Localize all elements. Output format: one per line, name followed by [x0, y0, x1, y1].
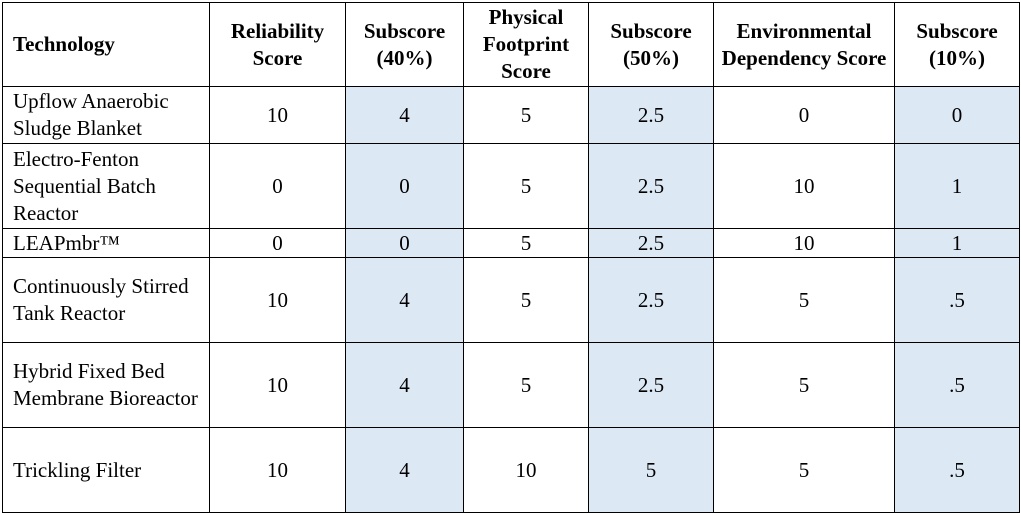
technology-cell: Hybrid Fixed Bed Membrane Bioreactor	[2, 342, 210, 428]
subscore-10-cell: 0	[894, 86, 1020, 144]
footprint-score-cell: 5	[463, 143, 589, 229]
technology-cell: Upflow Anaerobic Sludge Blanket	[2, 86, 210, 144]
header-subscore-50: Subscore (50%)	[588, 2, 714, 87]
reliability-score-cell: 10	[209, 86, 346, 144]
reliability-score-cell: 10	[209, 427, 346, 513]
header-subscore-10: Subscore (10%)	[894, 2, 1020, 87]
environmental-score-cell: 10	[713, 228, 895, 258]
header-reliability-score: Reliability Score	[209, 2, 346, 87]
table-row: LEAPmbr™ 0 0 5 2.5 10 1	[2, 228, 1020, 258]
environmental-score-cell: 5	[713, 427, 895, 513]
subscore-10-cell: 1	[894, 143, 1020, 229]
subscore-40-cell: 0	[345, 228, 464, 258]
technology-cell: Continuously Stirred Tank Reactor	[2, 257, 210, 343]
header-subscore-40: Subscore (40%)	[345, 2, 464, 87]
subscore-40-cell: 4	[345, 342, 464, 428]
table-row: Upflow Anaerobic Sludge Blanket 10 4 5 2…	[2, 86, 1020, 144]
technology-cell: Trickling Filter	[2, 427, 210, 513]
subscore-50-cell: 2.5	[588, 257, 714, 343]
subscore-40-cell: 4	[345, 257, 464, 343]
header-row: Technology Reliability Score Subscore (4…	[2, 2, 1020, 87]
table-row: Electro-Fenton Sequential Batch Reactor …	[2, 143, 1020, 229]
subscore-50-cell: 2.5	[588, 342, 714, 428]
reliability-score-cell: 10	[209, 257, 346, 343]
footprint-score-cell: 5	[463, 342, 589, 428]
environmental-score-cell: 0	[713, 86, 895, 144]
header-physical-footprint-score: Physical Footprint Score	[463, 2, 589, 87]
table-row: Hybrid Fixed Bed Membrane Bioreactor 10 …	[2, 342, 1020, 428]
footprint-score-cell: 5	[463, 228, 589, 258]
environmental-score-cell: 5	[713, 342, 895, 428]
header-environmental-dependency-score: Environmental Dependency Score	[713, 2, 895, 87]
subscore-50-cell: 2.5	[588, 228, 714, 258]
footprint-score-cell: 5	[463, 257, 589, 343]
subscore-50-cell: 5	[588, 427, 714, 513]
environmental-score-cell: 10	[713, 143, 895, 229]
subscore-40-cell: 4	[345, 86, 464, 144]
subscore-50-cell: 2.5	[588, 86, 714, 144]
table-row: Trickling Filter 10 4 10 5 5 .5	[2, 427, 1020, 513]
subscore-10-cell: .5	[894, 342, 1020, 428]
header-technology: Technology	[2, 2, 210, 87]
footprint-score-cell: 5	[463, 86, 589, 144]
technology-cell: Electro-Fenton Sequential Batch Reactor	[2, 143, 210, 229]
subscore-10-cell: 1	[894, 228, 1020, 258]
technology-cell: LEAPmbr™	[2, 228, 210, 258]
reliability-score-cell: 0	[209, 143, 346, 229]
reliability-score-cell: 10	[209, 342, 346, 428]
reliability-score-cell: 0	[209, 228, 346, 258]
subscore-10-cell: .5	[894, 427, 1020, 513]
subscore-40-cell: 4	[345, 427, 464, 513]
environmental-score-cell: 5	[713, 257, 895, 343]
subscore-10-cell: .5	[894, 257, 1020, 343]
subscore-50-cell: 2.5	[588, 143, 714, 229]
subscore-40-cell: 0	[345, 143, 464, 229]
footprint-score-cell: 10	[463, 427, 589, 513]
table-row: Continuously Stirred Tank Reactor 10 4 5…	[2, 257, 1020, 343]
